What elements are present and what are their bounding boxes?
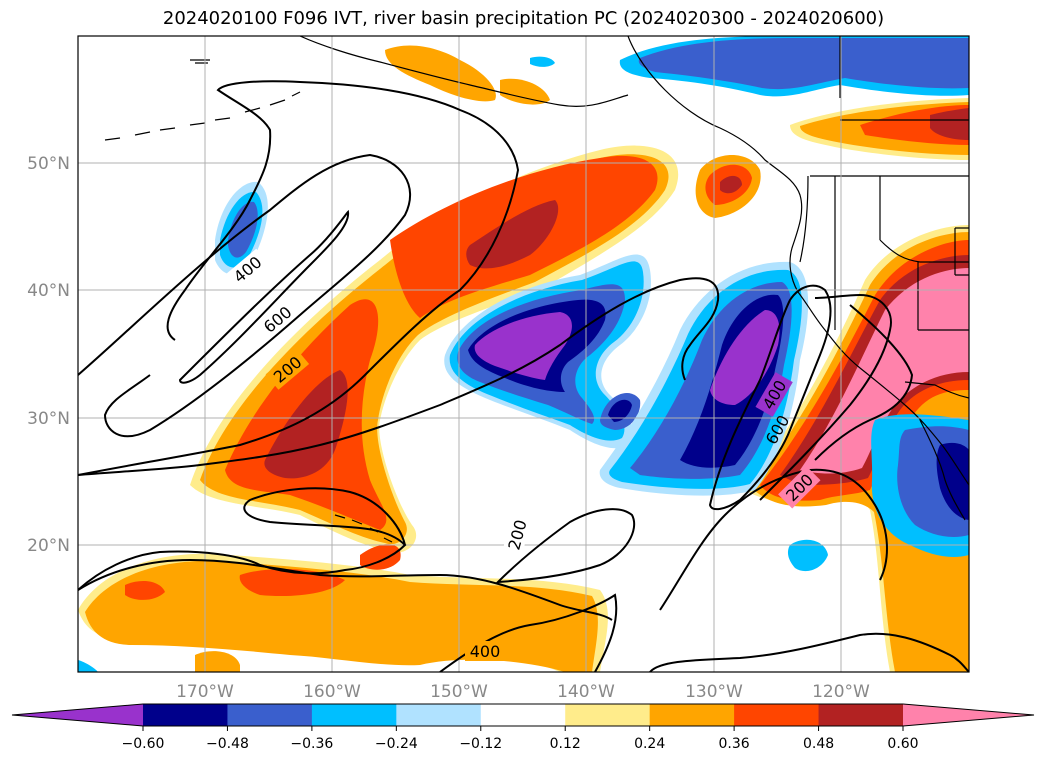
precip-negative-small — [78, 36, 969, 672]
lon-label-170w: 170°W — [176, 682, 234, 702]
precip-negative-offshore — [599, 261, 809, 496]
colorbar-tick-label: 0.60 — [887, 736, 918, 752]
svg-text:400: 400 — [470, 642, 501, 661]
colorbar-tick-label: −0.12 — [459, 736, 502, 752]
colorbar-tick-label: 0.12 — [550, 736, 581, 752]
map-title: 2024020100 F096 IVT, river basin precipi… — [162, 8, 885, 29]
colorbar-segment — [565, 704, 651, 726]
colorbar-extend-low — [12, 704, 143, 726]
lon-label-120w: 120°W — [812, 682, 870, 702]
colorbar-ticks: −0.60 −0.48 −0.36 −0.24 −0.12 0.12 0.24 0.36 0.4… — [122, 726, 919, 752]
colorbar-tick-label: −0.36 — [290, 736, 333, 752]
colorbar-extend-high — [903, 704, 1034, 726]
colorbar-segment — [227, 704, 313, 726]
colorbar-tick-label: 0.48 — [803, 736, 834, 752]
map-frame — [77, 35, 970, 673]
colorbar-tick-label: 0.36 — [719, 736, 750, 752]
contour-label-1: 400 — [225, 248, 270, 290]
colorbar-segment — [311, 704, 397, 726]
colorbar-segment — [734, 704, 820, 726]
lat-label-50n: 50°N — [27, 154, 70, 174]
colorbar — [11, 703, 1035, 727]
lat-label-20n: 20°N — [27, 536, 70, 556]
colorbar-segment — [480, 704, 566, 726]
colorbar-segment — [396, 704, 482, 726]
colorbar-segment — [649, 704, 735, 726]
lon-label-160w: 160°W — [303, 682, 361, 702]
lon-label-140w: 140°W — [557, 682, 615, 702]
lon-label-150w: 150°W — [430, 682, 488, 702]
lat-label-40n: 40°N — [27, 281, 70, 301]
colorbar-segment — [818, 704, 904, 726]
lat-label-30n: 30°N — [27, 409, 70, 429]
lon-label-130w: 130°W — [685, 682, 743, 702]
precip-negative-central — [444, 254, 651, 449]
map-area: 400 600 200 400 600 200 200 400 — [78, 36, 969, 672]
colorbar-tick-label: −0.60 — [122, 736, 165, 752]
colorbar-tick-label: 0.24 — [634, 736, 665, 752]
coastlines — [104, 36, 969, 543]
precip-canada — [790, 98, 969, 160]
precip-gulf-of-alaska — [385, 45, 550, 105]
colorbar-segment — [143, 704, 228, 726]
colorbar-tick-label: −0.24 — [375, 736, 418, 752]
contour-label-8: 400 — [465, 641, 505, 661]
colorbar-tick-label: −0.48 — [206, 736, 249, 752]
precip-pnw-blob — [695, 155, 761, 218]
